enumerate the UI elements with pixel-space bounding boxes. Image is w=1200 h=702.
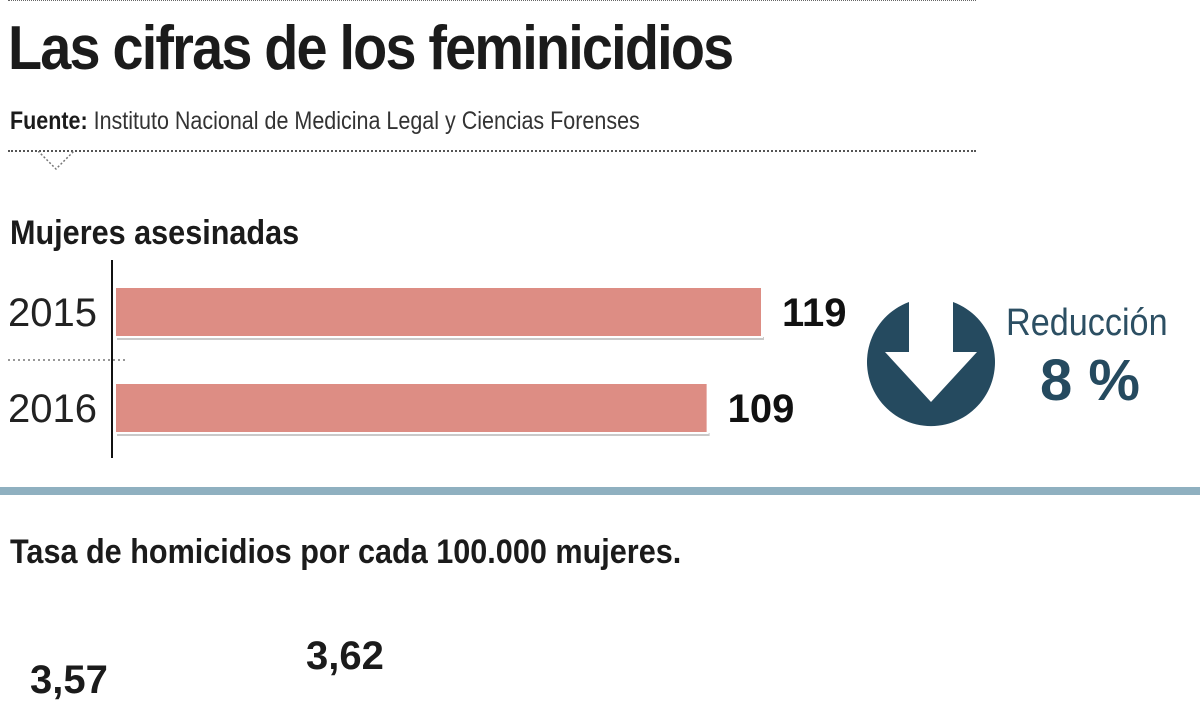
value-label: 109 xyxy=(728,387,795,431)
source-label: Fuente: xyxy=(10,107,88,135)
reduction-label: Reducción xyxy=(1006,302,1168,344)
section-divider xyxy=(0,487,1200,495)
murders-bar-chart: 2015 119 2016 109 xyxy=(8,260,847,458)
value-label: 119 xyxy=(782,291,847,335)
chart-title-murders: Mujeres asesinadas xyxy=(10,214,300,252)
down-arrow-icon xyxy=(867,302,995,427)
category-label: 2015 xyxy=(8,291,97,335)
category-label: 2016 xyxy=(8,387,97,431)
source-divider xyxy=(8,150,976,152)
rate-value-label: 3,62 xyxy=(306,634,384,678)
chart-title-rate: Tasa de homicidios por cada 100.000 muje… xyxy=(10,533,682,571)
notch-icon xyxy=(38,151,75,171)
bar-shadow xyxy=(117,337,764,340)
reduction-value: 8 % xyxy=(1040,348,1140,413)
bar-2016 xyxy=(114,382,709,434)
bar-shadow xyxy=(117,433,710,436)
source-line: Fuente: Instituto Nacional de Medicina L… xyxy=(10,107,640,136)
page-title: Las cifras de los feminicidios xyxy=(8,14,734,83)
rate-value-label: 3,57 xyxy=(30,658,108,702)
source-value: Instituto Nacional de Medicina Legal y C… xyxy=(93,107,640,135)
bar-2015 xyxy=(114,286,763,338)
top-divider xyxy=(8,0,976,1)
